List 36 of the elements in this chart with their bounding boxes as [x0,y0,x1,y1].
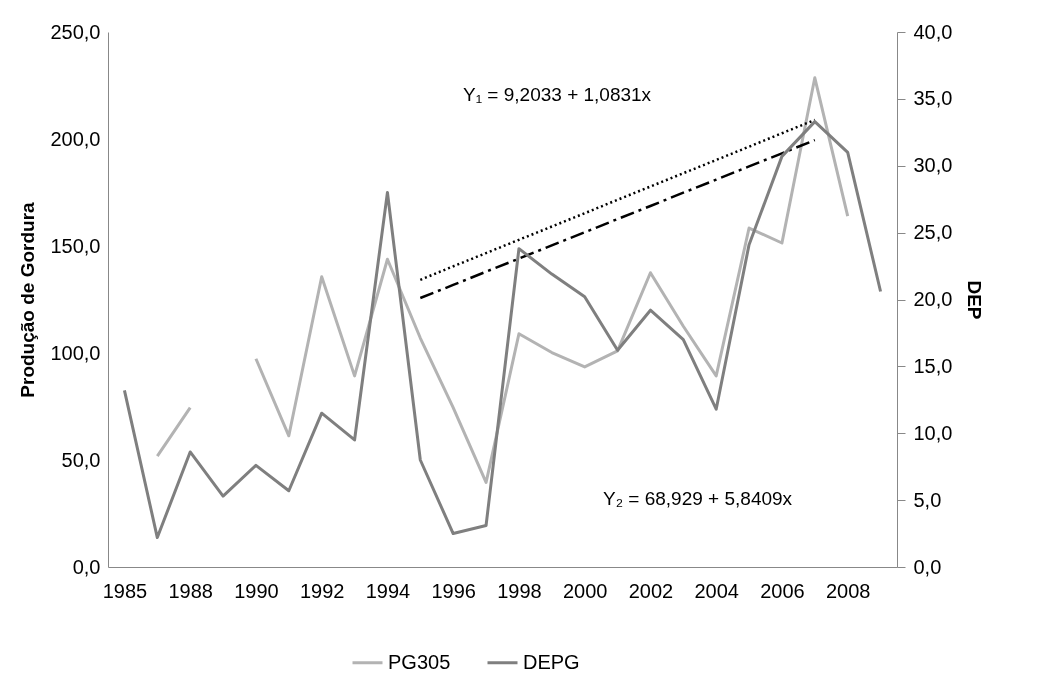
y2-tick-label: 10,0 [913,421,953,444]
legend-label: PG305 [388,650,451,673]
x-tick-label: 2002 [628,579,674,602]
line-series [122,120,883,540]
y-tick-label: 250,0 [50,20,101,43]
y2-axis-title: DEP [964,280,986,320]
x-tick-label: 1992 [299,579,345,602]
y-tick-label: 150,0 [50,234,101,257]
y-tick-label: 50,0 [61,448,101,471]
x-tick-label: 2000 [562,579,608,602]
y2-tick-label: 5,0 [913,488,942,511]
y2-tick-label: 25,0 [913,221,953,244]
x-tick-label: 1988 [168,579,213,602]
x-tick-label: 2008 [825,579,871,602]
legend-label: DEPG [523,650,580,673]
line-series [419,138,817,300]
y-tick-label: 200,0 [50,127,101,150]
x-tick-label: 1990 [234,579,279,602]
x-tick-label: 1998 [497,579,542,602]
y-axis-title: Produção de Gordura [17,201,39,398]
y2-tick-label: 20,0 [913,288,953,310]
y2-tick-label: 30,0 [913,154,953,177]
x-tick-label: 1996 [431,579,476,602]
x-tick-label: 2004 [694,579,739,602]
y2-tick-label: 40,0 [913,20,953,43]
y2-tick-label: 15,0 [913,354,953,377]
y-tick-label: 100,0 [50,341,101,364]
x-tick-label: 1994 [365,579,411,602]
y-tick-label: 0,0 [72,555,101,578]
y2-tick-label: 0,0 [913,555,942,578]
y2-tick-label: 35,0 [913,87,953,110]
x-tick-label: 2006 [760,579,805,602]
x-tick-label: 1985 [102,579,148,602]
line-series [419,118,817,282]
annotation: Y₂ = 68,929 + 5,8409x [603,488,793,509]
annotation: Y₁ = 9,2033 + 1,0831x [463,84,652,105]
